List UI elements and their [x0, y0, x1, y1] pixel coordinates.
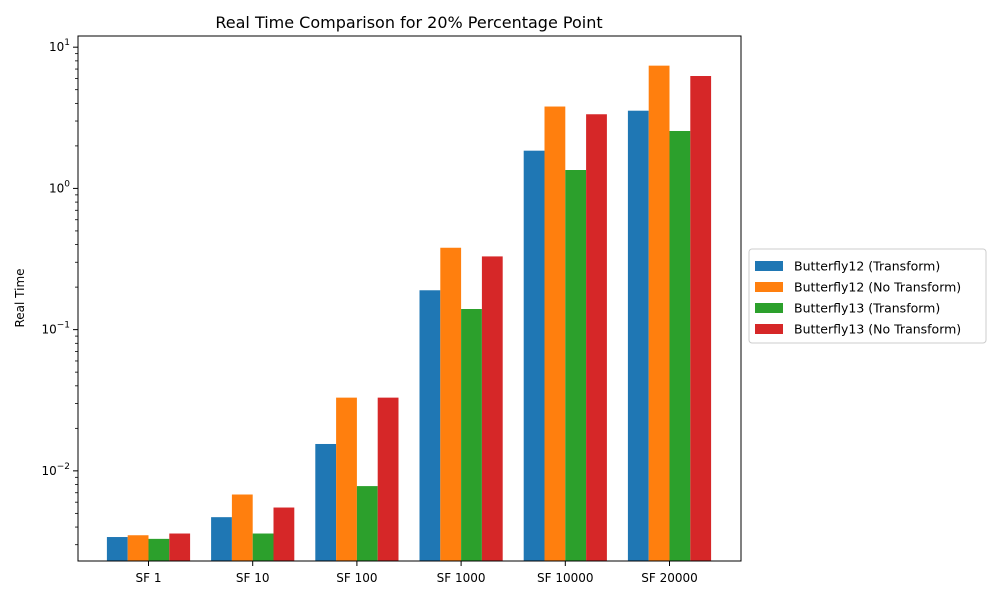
- bar: [231, 494, 253, 561]
- legend-swatch: [755, 261, 783, 271]
- x-axis: SF 1 SF 10 SF 100 SF 1000 SF 10000 SF 20000: [136, 561, 698, 585]
- legend-label: Butterfly12 (Transform): [794, 259, 940, 274]
- y-axis-label: Real Time: [13, 268, 27, 327]
- x-tick-label: SF 20000: [641, 571, 698, 585]
- legend-swatch: [755, 282, 783, 292]
- bar: [273, 507, 295, 561]
- bar: [377, 397, 399, 561]
- bar: [461, 309, 482, 561]
- y-axis: 10−2 10−1 100 101: [41, 38, 78, 546]
- legend-label: Butterfly12 (No Transform): [794, 280, 961, 295]
- legend-box: [748, 248, 987, 344]
- bar: [419, 290, 441, 561]
- bar: [127, 535, 149, 561]
- y-tick-label: 100: [49, 179, 70, 195]
- bar: [690, 76, 712, 561]
- bar: [106, 537, 128, 561]
- chart-title: Real Time Comparison for 20% Percentage …: [215, 13, 602, 32]
- bar: [356, 486, 378, 561]
- y-tick-label: 101: [49, 38, 70, 54]
- x-tick-label: SF 10000: [537, 571, 594, 585]
- legend-swatch: [755, 324, 783, 334]
- bar: [252, 533, 274, 561]
- bar: [586, 114, 607, 561]
- x-tick-label: SF 1: [136, 571, 162, 585]
- legend-swatch: [755, 303, 783, 313]
- bar: [148, 538, 170, 561]
- bar: [481, 256, 503, 561]
- bar: [169, 533, 191, 561]
- y-tick-label: 10−1: [41, 321, 70, 337]
- legend-label: Butterfly13 (Transform): [794, 301, 940, 316]
- x-tick-label: SF 10: [236, 571, 270, 585]
- x-tick-label: SF 1000: [437, 571, 486, 585]
- bar: [523, 150, 545, 561]
- bar: [669, 130, 691, 562]
- legend: Butterfly12 (Transform) Butterfly12 (No T…: [748, 248, 987, 344]
- x-tick-label: SF 100: [336, 571, 377, 585]
- bar: [627, 110, 649, 561]
- bar: [336, 397, 357, 561]
- bar: [648, 65, 670, 562]
- axes-frame: [77, 35, 742, 562]
- bar: [544, 106, 566, 561]
- bars-group: [106, 65, 712, 562]
- bar: [440, 247, 462, 561]
- bar: [565, 170, 587, 561]
- bar: [211, 517, 232, 561]
- y-tick-label: 10−2: [41, 462, 70, 478]
- legend-label: Butterfly13 (No Transform): [794, 322, 961, 337]
- bar: [315, 443, 337, 561]
